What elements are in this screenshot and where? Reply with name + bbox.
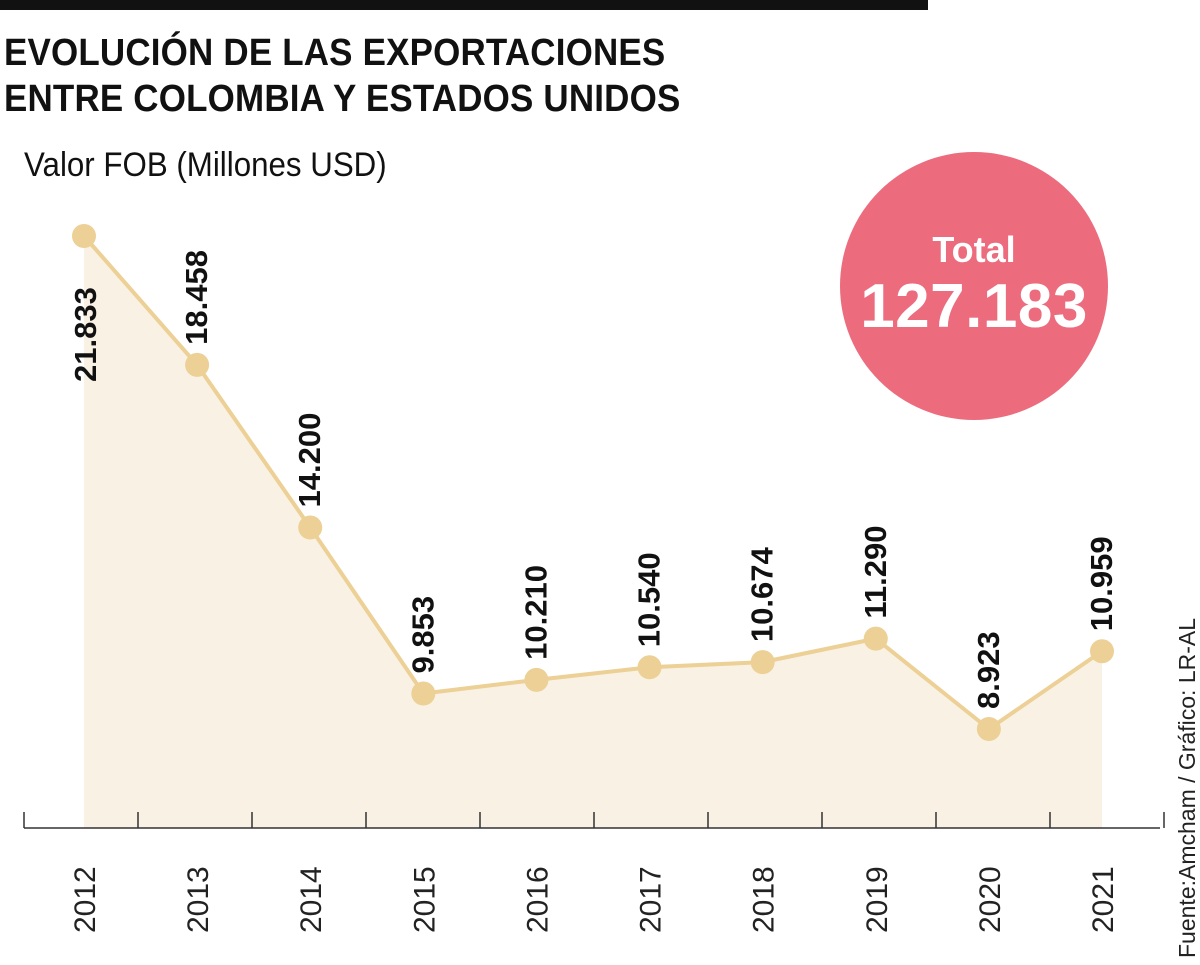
value-label-2015: 9.853 [405,596,440,674]
value-label-2016: 10.210 [518,565,553,660]
data-markers [72,224,1114,741]
data-point-2013 [185,352,210,377]
top-rule [0,0,928,10]
x-tick-label-2020: 2020 [974,866,1007,933]
value-label-2021: 10.959 [1084,536,1119,631]
x-tick-labels: 2012 2013 2014 2015 2016 2017 2018 2019 2020 2021 [69,866,1120,933]
data-point-2017 [637,655,662,680]
value-label-2014: 14.200 [292,413,327,508]
x-tick-label-2019: 2019 [861,866,894,933]
data-point-2012 [72,224,96,248]
data-point-2021 [1090,639,1114,664]
value-label-2013: 18.458 [179,250,214,345]
chart-title-line-2: ENTRE COLOMBIA Y ESTADOS UNIDOS [4,78,681,120]
data-point-2015 [411,681,436,706]
value-label-2012: 21.833 [68,287,103,382]
x-tick-label-2021: 2021 [1087,866,1120,933]
value-label-2018: 10.674 [745,547,780,643]
x-tick-label-2013: 2013 [182,866,215,933]
x-axis [23,812,1165,829]
chart-title: EVOLUCIÓN DE LAS EXPORTACIONES ENTRE COL… [4,30,777,122]
x-tick-label-2016: 2016 [521,866,554,933]
data-point-2020 [976,717,1001,741]
series-line-layer [82,234,1104,731]
area-layer [84,236,1102,828]
data-point-2018 [750,650,775,675]
value-label-2019: 11.290 [858,526,893,619]
chart-subtitle: Valor FOB (Millones USD) [24,146,387,184]
value-label-2017: 10.540 [632,552,667,647]
data-labels: 21.833 18.458 14.200 9.853 10.210 10.540 10.67… [68,250,1119,709]
x-tick-label-2012: 2012 [69,866,102,933]
total-value: 127.183 [860,272,1088,341]
total-badge: Total 127.183 [840,152,1108,420]
area-fill [84,236,1102,828]
x-tick-label-2014: 2014 [295,866,328,933]
data-point-2016 [524,667,549,692]
series-line [82,234,1104,731]
total-label: Total [932,229,1016,270]
x-tick-label-2017: 2017 [635,866,668,933]
data-point-2014 [298,515,323,540]
value-label-2020: 8.923 [971,631,1006,709]
x-tick-label-2018: 2018 [748,866,781,933]
x-tick-label-2015: 2015 [408,866,441,933]
data-point-2019 [863,626,888,651]
source-credit: Fuente:Amcham / Gráfico: LR-AL [1174,617,1200,958]
chart-title-line-1: EVOLUCIÓN DE LAS EXPORTACIONES [4,32,666,74]
